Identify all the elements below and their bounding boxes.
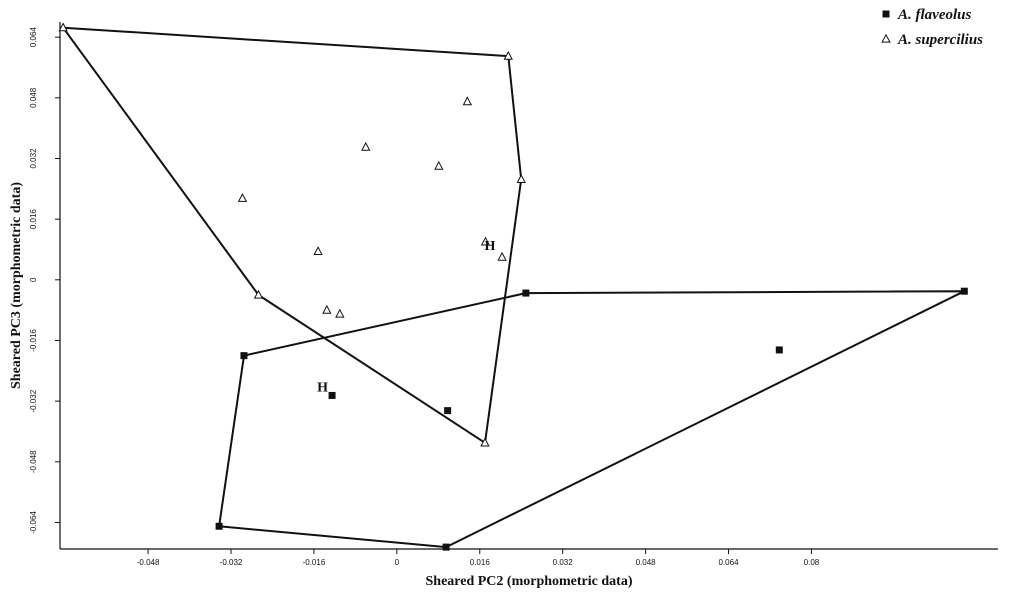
point-supercilius (480, 437, 490, 447)
y-tick-label: -0.032 (29, 389, 38, 412)
y-tick-label: 0 (29, 277, 38, 282)
point-supercilius (335, 308, 345, 318)
data-points (58, 22, 968, 551)
x-tick-label: 0.032 (553, 558, 574, 567)
point-supercilius (480, 236, 491, 246)
point-supercilius (434, 160, 444, 170)
hull-supercilius (62, 26, 523, 444)
x-axis-title: Sheared PC2 (morphometric data) (426, 574, 633, 589)
point-supercilius (503, 50, 513, 60)
y-tick-label: 0.064 (29, 27, 38, 48)
legend-label-supercilius: A. supercilius (897, 32, 983, 48)
legend-marker-flaveolus (882, 10, 890, 18)
point-flaveolus (444, 407, 452, 415)
axes: -0.048 -0.032 -0.016 0 0.016 0.032 0.048 0.064 0… (29, 22, 998, 567)
y-tick-label: -0.064 (29, 511, 38, 534)
legend-label-flaveolus: A. flaveolus (897, 7, 971, 23)
point-supercilius (313, 246, 323, 255)
point-supercilius (237, 193, 248, 202)
annotations: HH (317, 239, 495, 395)
x-tick-label: 0.048 (636, 558, 657, 567)
hull-flaveolus (218, 290, 966, 549)
point-flaveolus (442, 543, 450, 551)
point-flaveolus (775, 346, 783, 354)
y-tick-label: 0.032 (29, 148, 38, 169)
x-tick-label: -0.016 (303, 558, 326, 567)
point-flaveolus (328, 391, 336, 399)
legend: A. flaveolus A. supercilius (881, 7, 983, 48)
point-supercilius (361, 141, 371, 151)
point-flaveolus (960, 287, 968, 295)
point-supercilius (253, 289, 264, 299)
y-tick-label: 0.016 (29, 209, 38, 230)
point-supercilius (516, 174, 526, 183)
x-tick-label: 0.064 (719, 558, 740, 567)
y-tick-label: 0.048 (29, 87, 38, 108)
point-flaveolus (240, 352, 248, 360)
legend-marker-supercilius (881, 33, 891, 43)
point-flaveolus (215, 522, 223, 530)
point-supercilius (497, 251, 507, 261)
y-tick-label: -0.048 (29, 450, 38, 473)
x-tick-label: -0.032 (220, 558, 243, 567)
point-flaveolus (522, 289, 530, 297)
point-supercilius (322, 304, 332, 314)
point-supercilius (58, 22, 68, 32)
annotation-h: H (317, 380, 328, 395)
x-tick-label: 0 (395, 558, 400, 567)
x-tick-label: 0.08 (804, 558, 820, 567)
x-tick-label: -0.048 (137, 558, 160, 567)
y-tick-label: -0.016 (29, 329, 38, 352)
annotation-h: H (484, 239, 495, 254)
convex-hulls (62, 26, 966, 549)
y-axis-title: Sheared PC3 (morphometric data) (9, 182, 24, 389)
point-supercilius (462, 96, 473, 106)
x-tick-label: 0.016 (470, 558, 491, 567)
